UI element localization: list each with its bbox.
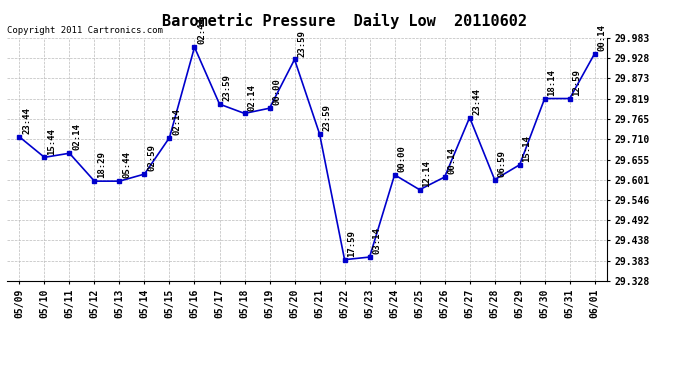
Text: 03:14: 03:14 [373,227,382,254]
Text: 23:44: 23:44 [473,88,482,115]
Text: 06:59: 06:59 [497,150,506,177]
Text: 17:59: 17:59 [347,230,356,257]
Text: 18:29: 18:29 [97,152,106,178]
Text: 00:00: 00:00 [397,145,406,172]
Text: 18:14: 18:14 [547,69,556,96]
Text: 05:44: 05:44 [122,152,131,178]
Text: 02:59: 02:59 [147,144,156,171]
Text: 02:14: 02:14 [172,108,181,135]
Text: 15:44: 15:44 [47,128,56,154]
Text: 12:59: 12:59 [573,69,582,96]
Text: 02:44: 02:44 [197,18,206,44]
Text: 00:14: 00:14 [598,24,607,51]
Text: 15:14: 15:14 [522,135,531,162]
Text: 00:00: 00:00 [273,78,282,105]
Text: 02:14: 02:14 [72,124,81,150]
Text: Barometric Pressure  Daily Low  20110602: Barometric Pressure Daily Low 20110602 [163,13,527,29]
Text: 23:44: 23:44 [22,107,31,134]
Text: 02:14: 02:14 [247,84,256,111]
Text: 12:14: 12:14 [422,160,431,187]
Text: 23:59: 23:59 [297,30,306,57]
Text: 23:59: 23:59 [222,75,231,101]
Text: 23:59: 23:59 [322,104,331,131]
Text: 00:14: 00:14 [447,147,456,174]
Text: Copyright 2011 Cartronics.com: Copyright 2011 Cartronics.com [7,26,163,35]
